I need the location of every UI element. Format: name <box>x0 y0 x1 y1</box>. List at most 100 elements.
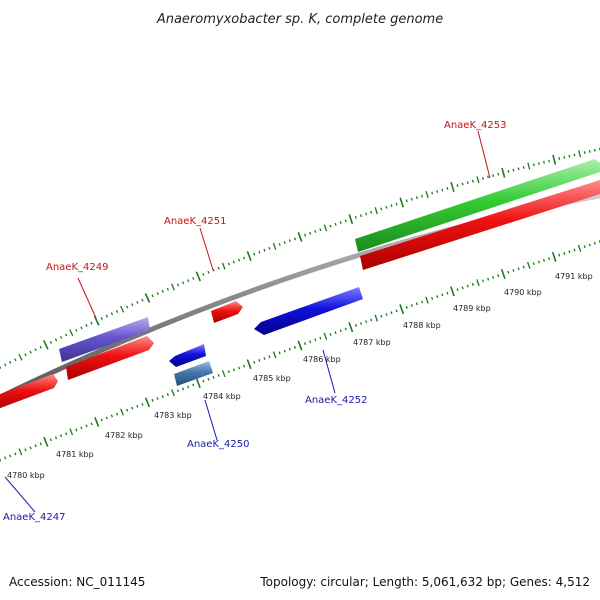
upper-tick-mark <box>263 248 266 252</box>
gene-label-anaek-4249[interactable]: AnaeK_4249 <box>46 262 108 273</box>
upper-tick-mark <box>192 277 195 280</box>
lower-tick-mark <box>4 456 7 460</box>
lower-tick-mark <box>176 389 180 393</box>
lower-tick-mark <box>461 286 464 290</box>
lower-tick-mark <box>272 351 277 359</box>
lower-tick-mark <box>551 251 557 262</box>
lower-tick-mark <box>221 370 226 378</box>
upper-tick-mark <box>24 353 27 357</box>
gene-anaek-4251[interactable] <box>211 301 243 323</box>
upper-tick-mark <box>115 310 119 313</box>
upper-tick-mark <box>126 305 129 309</box>
upper-tick-mark <box>507 170 510 173</box>
upper-tick-mark <box>446 187 449 190</box>
upper-tick-mark <box>471 179 474 183</box>
upper-tick-mark <box>151 294 154 298</box>
upper-tick-mark <box>131 303 134 307</box>
lower-tick-mark <box>537 260 540 264</box>
upper-tick-mark <box>293 237 297 241</box>
gene-anaek-4252[interactable] <box>254 287 363 335</box>
lower-tick-mark <box>202 379 205 383</box>
lower-tick-mark <box>500 268 506 279</box>
lower-tick-mark <box>39 442 42 446</box>
upper-tick-mark <box>100 317 103 320</box>
lower-tick-mark <box>319 336 322 340</box>
upper-tick-mark <box>522 166 525 169</box>
lower-tick-mark <box>348 322 354 333</box>
gene-label-anaek-4252[interactable]: AnaeK_4252 <box>305 395 367 406</box>
lower-tick-mark <box>497 274 500 278</box>
lower-tick-mark <box>151 398 154 402</box>
tick-label-4790: 4790 kbp <box>504 288 542 297</box>
upper-tick-mark <box>492 174 495 177</box>
lower-tick-mark <box>471 282 474 286</box>
upper-tick-mark <box>390 204 393 208</box>
gene-anaek-4249-purple-feature[interactable] <box>59 317 150 362</box>
upper-tick-mark <box>227 262 230 266</box>
lower-tick-mark <box>450 286 455 297</box>
upper-tick-mark <box>166 287 169 291</box>
lower-tick-mark <box>431 296 434 300</box>
lower-tick-mark <box>268 355 271 359</box>
lower-tick-mark <box>573 248 576 252</box>
genome-summary-text: Topology: circular; Length: 5,061,632 bp… <box>260 575 590 589</box>
lower-tick-mark <box>131 406 134 410</box>
gene-anaek-4250-steel-feature[interactable] <box>174 361 213 386</box>
upper-tick-mark <box>527 162 531 170</box>
upper-tick-mark <box>253 252 256 256</box>
upper-tick-mark <box>42 339 49 350</box>
upper-tick-mark <box>18 353 23 361</box>
upper-tick-mark <box>0 365 2 369</box>
upper-tick-mark <box>170 283 175 291</box>
gene-anaek-4249[interactable] <box>66 336 154 380</box>
upper-tick-mark <box>405 199 408 203</box>
gene-label-anaek-4247[interactable]: AnaeK_4247 <box>3 512 65 523</box>
lower-tick-mark <box>583 245 586 249</box>
gene-anaek-4253-green-feature[interactable] <box>355 159 600 252</box>
lower-tick-mark <box>593 241 596 245</box>
lower-tick-mark <box>476 279 480 287</box>
lower-tick-mark <box>542 258 546 262</box>
lower-tick-mark <box>85 424 88 428</box>
gene-anaek-4253[interactable] <box>360 180 600 270</box>
upper-tick-mark <box>415 196 418 200</box>
lower-tick-mark <box>487 277 490 281</box>
upper-tick-mark <box>450 181 455 193</box>
upper-tick-mark <box>532 163 535 167</box>
gene-label-anaek-4253[interactable]: AnaeK_4253 <box>444 120 506 131</box>
lower-tick-mark <box>9 454 12 458</box>
lower-tick-mark <box>374 314 379 322</box>
upper-tick-mark <box>278 243 281 246</box>
lower-tick-mark <box>232 368 236 372</box>
gene-label-anaek-4251[interactable]: AnaeK_4251 <box>164 216 226 227</box>
gene-label-anaek-4250[interactable]: AnaeK_4250 <box>187 439 249 450</box>
lower-tick-mark <box>24 448 27 452</box>
upper-tick-mark <box>456 184 459 187</box>
lower-tick-mark <box>195 378 201 389</box>
upper-tick-mark <box>75 328 78 332</box>
lower-tick-mark <box>314 338 317 342</box>
lower-tick-mark <box>100 418 103 422</box>
map-title: Anaeromyxobacter sp. K, complete genome <box>156 12 443 27</box>
upper-tick-mark <box>487 175 490 179</box>
lower-tick-mark <box>441 293 444 297</box>
lower-tick-mark <box>410 304 413 308</box>
callout-line-anaek-4251 <box>199 227 214 271</box>
gene-upstream-forward[interactable] <box>0 374 58 410</box>
lower-tick-mark <box>0 458 2 462</box>
upper-tick-mark <box>583 151 586 154</box>
lower-tick-mark <box>466 284 469 288</box>
upper-tick-mark <box>187 279 190 283</box>
lower-tick-mark <box>187 385 190 389</box>
upper-tick-mark <box>563 155 566 159</box>
upper-tick-mark <box>268 246 271 250</box>
tick-label-4780: 4780 kbp <box>7 471 45 480</box>
upper-tick-mark <box>578 150 582 158</box>
lower-tick-mark <box>522 265 525 269</box>
lower-tick-mark <box>54 436 58 440</box>
upper-tick-mark <box>202 272 205 276</box>
lower-tick-mark <box>94 417 100 427</box>
lower-tick-mark <box>588 243 591 247</box>
gene-anaek-4250[interactable] <box>169 344 206 367</box>
lower-tick-mark <box>227 370 230 374</box>
